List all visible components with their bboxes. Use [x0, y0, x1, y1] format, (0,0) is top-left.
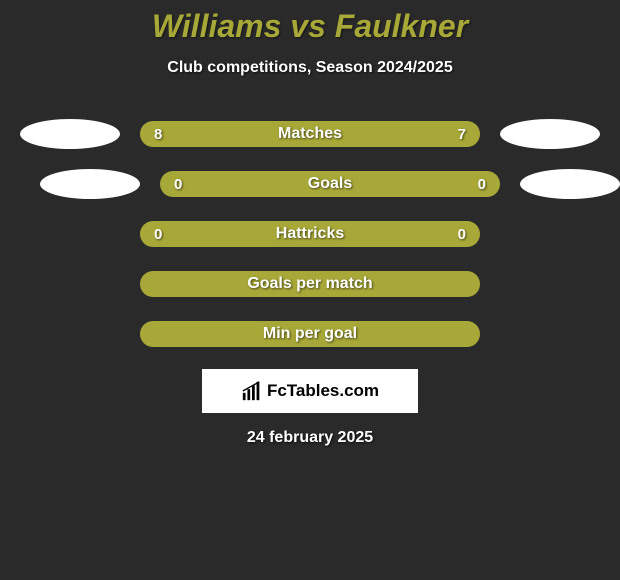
stat-value-right: 0: [466, 176, 486, 193]
oval-spacer: [500, 269, 600, 299]
page-subtitle: Club competitions, Season 2024/2025: [0, 59, 620, 77]
player-left-oval: [40, 169, 140, 199]
stat-value-right: 0: [446, 226, 466, 243]
player-left-oval: [20, 119, 120, 149]
oval-spacer: [20, 269, 120, 299]
stat-bar: Goals per match: [140, 271, 480, 297]
player-right-oval: [500, 119, 600, 149]
logo-box[interactable]: FcTables.com: [202, 369, 418, 413]
stat-row: 0 Hattricks 0: [0, 219, 620, 249]
stat-label: Goals per match: [247, 275, 372, 293]
stat-row: 0 Goals 0: [0, 169, 620, 199]
stat-bar: 8 Matches 7: [140, 121, 480, 147]
oval-spacer: [20, 219, 120, 249]
stat-bar: 0 Hattricks 0: [140, 221, 480, 247]
chart-icon: [241, 380, 263, 402]
stat-value-left: 8: [154, 126, 174, 143]
oval-spacer: [500, 319, 600, 349]
oval-spacer: [500, 219, 600, 249]
stat-row: Min per goal: [0, 319, 620, 349]
logo-text: FcTables.com: [267, 381, 379, 401]
stat-value-left: 0: [174, 176, 194, 193]
stat-label: Goals: [308, 175, 352, 193]
oval-spacer: [20, 319, 120, 349]
comparison-widget: Williams vs Faulkner Club competitions, …: [0, 0, 620, 447]
date-label: 24 february 2025: [0, 429, 620, 447]
player-right-oval: [520, 169, 620, 199]
stat-value-right: 7: [446, 126, 466, 143]
stat-label: Hattricks: [276, 225, 344, 243]
stat-row: Goals per match: [0, 269, 620, 299]
stat-value-left: 0: [154, 226, 174, 243]
stat-bar: 0 Goals 0: [160, 171, 500, 197]
stat-label: Matches: [278, 125, 342, 143]
stat-label: Min per goal: [263, 325, 357, 343]
page-title: Williams vs Faulkner: [0, 8, 620, 45]
stat-row: 8 Matches 7: [0, 119, 620, 149]
stat-bar: Min per goal: [140, 321, 480, 347]
